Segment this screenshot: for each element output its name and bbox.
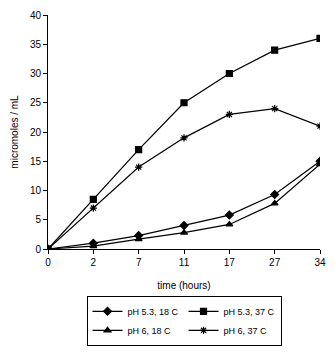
svg-text:time (hours): time (hours) bbox=[157, 280, 210, 291]
svg-text:5: 5 bbox=[35, 214, 41, 225]
svg-text:17: 17 bbox=[224, 257, 236, 268]
svg-text:2: 2 bbox=[91, 257, 97, 268]
svg-text:27: 27 bbox=[269, 257, 281, 268]
svg-text:15: 15 bbox=[30, 156, 42, 167]
svg-text:micromoles / mL: micromoles / mL bbox=[9, 95, 20, 169]
svg-text:pH 6, 37 C: pH 6, 37 C bbox=[224, 326, 268, 336]
svg-text:25: 25 bbox=[30, 97, 42, 108]
svg-text:34: 34 bbox=[314, 257, 326, 268]
svg-text:0: 0 bbox=[45, 257, 51, 268]
svg-text:pH 6, 18 C: pH 6, 18 C bbox=[128, 326, 172, 336]
svg-text:10: 10 bbox=[30, 185, 42, 196]
svg-text:0: 0 bbox=[35, 244, 41, 255]
svg-text:11: 11 bbox=[179, 257, 190, 268]
svg-text:7: 7 bbox=[136, 257, 142, 268]
svg-text:pH 5.3, 18 C: pH 5.3, 18 C bbox=[128, 307, 179, 317]
svg-text:40: 40 bbox=[30, 10, 42, 21]
svg-text:35: 35 bbox=[30, 39, 42, 50]
svg-text:20: 20 bbox=[30, 127, 42, 138]
svg-text:30: 30 bbox=[30, 68, 42, 79]
svg-text:pH 5.3, 37 C: pH 5.3, 37 C bbox=[224, 307, 275, 317]
